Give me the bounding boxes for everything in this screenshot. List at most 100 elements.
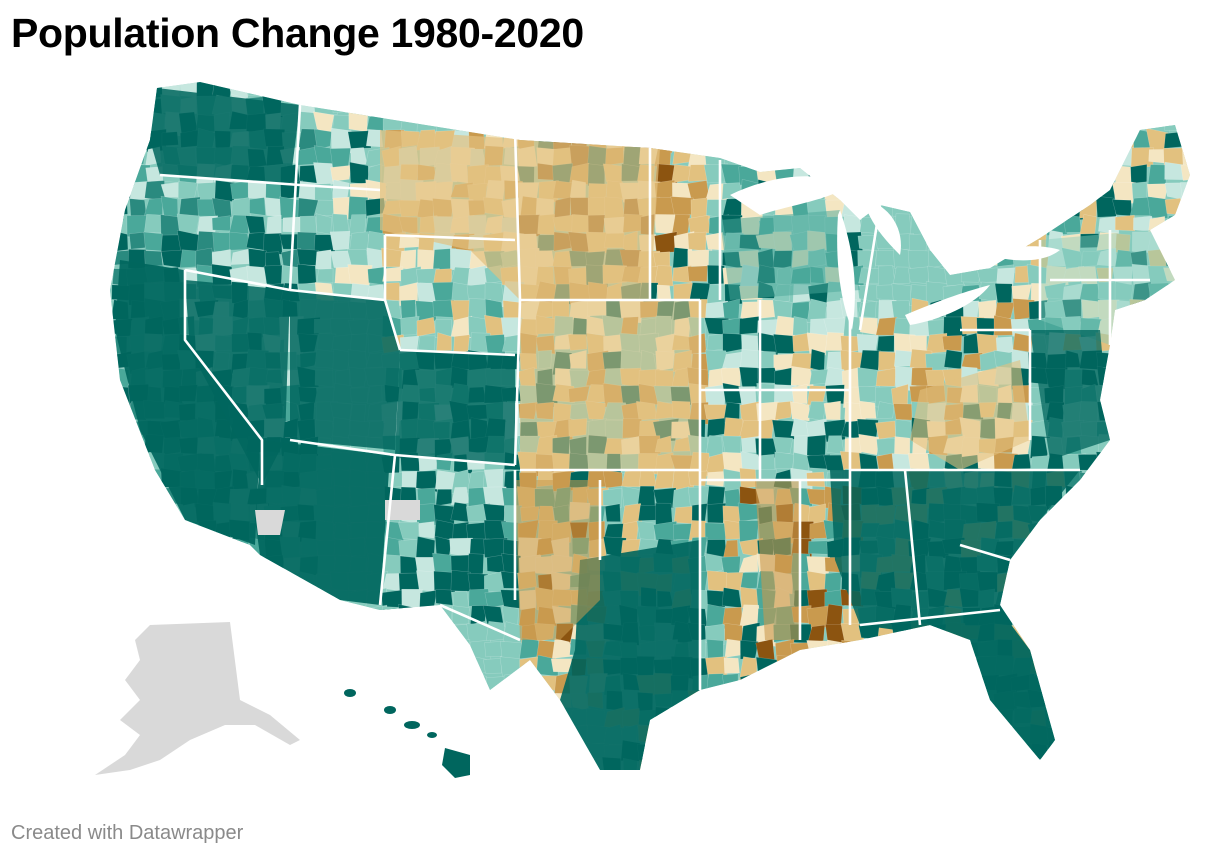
county-cell (722, 606, 743, 626)
county-cell (791, 383, 808, 405)
county-cell (774, 451, 795, 469)
county-cell (296, 248, 320, 266)
county-cell (297, 263, 317, 285)
region-southeast (830, 470, 1080, 625)
county-cell (907, 452, 931, 471)
county-cell (894, 436, 911, 456)
county-cell (110, 247, 115, 268)
state-border (378, 454, 397, 606)
county-cell (176, 213, 200, 235)
county-cell (772, 436, 793, 455)
county-cell (1114, 214, 1135, 232)
county-cell (434, 470, 456, 490)
county-cell (994, 283, 1013, 306)
county-cell (876, 335, 895, 352)
county-cell (1147, 196, 1169, 219)
county-cell (792, 316, 809, 336)
county-cell (807, 624, 825, 645)
county-cell (687, 231, 707, 252)
county-cell (415, 470, 438, 493)
region-appalachia (910, 360, 1030, 470)
state-border (399, 348, 516, 357)
county-cell (672, 265, 692, 284)
county-cell (602, 487, 622, 508)
county-cell (383, 282, 403, 302)
county-cell (329, 230, 351, 251)
region-utah (290, 290, 400, 450)
county-cell (654, 265, 674, 288)
county-cell (724, 638, 743, 658)
county-cell (249, 197, 266, 216)
county-cell (705, 623, 726, 645)
county-cell (483, 503, 505, 524)
county-cell (1180, 164, 1190, 181)
state-border (383, 235, 402, 351)
county-cell (453, 334, 470, 353)
county-cell (807, 401, 827, 422)
county-cell (706, 417, 726, 438)
page-title: Population Change 1980-2020 (11, 10, 584, 56)
county-cell (805, 418, 827, 441)
county-cell (687, 265, 708, 282)
county-cell (550, 658, 572, 673)
county-cell (483, 658, 503, 674)
region-west-texas (515, 480, 600, 640)
county-cell (875, 420, 896, 440)
county-cell (415, 536, 436, 558)
county-cell (707, 503, 727, 524)
county-cell (653, 520, 677, 541)
county-cell (330, 164, 352, 182)
region-washington (150, 88, 300, 185)
county-cell (824, 589, 846, 610)
region-mississippi-delta (755, 480, 800, 640)
county-cell (400, 316, 420, 336)
county-cell (722, 333, 743, 353)
region-colorado (395, 350, 515, 465)
county-cell (653, 487, 677, 509)
county-cell (823, 400, 841, 420)
state-border (439, 603, 521, 642)
state-border (159, 173, 301, 187)
county-cell (211, 197, 232, 219)
county-cell (602, 469, 623, 489)
county-cell (450, 248, 473, 271)
county-cell (467, 553, 484, 577)
county-cell (673, 506, 695, 525)
county-cell (228, 214, 249, 235)
county-cell (638, 504, 659, 521)
county-cell (704, 552, 726, 574)
county-cell (723, 657, 740, 674)
county-cell (452, 590, 470, 611)
county-cell (110, 283, 113, 302)
county-cell (672, 486, 691, 509)
county-cell (263, 265, 283, 286)
county-cell (942, 335, 963, 352)
county-cell (876, 284, 895, 301)
credit-text: Created with Datawrapper (11, 822, 244, 844)
county-cell (755, 638, 775, 660)
region-northeast (1040, 230, 1175, 345)
state-border (289, 288, 386, 302)
county-cell (976, 267, 998, 283)
county-cell (1147, 164, 1167, 186)
county-cell (313, 128, 332, 150)
county-cell (143, 231, 163, 252)
county-cell (858, 400, 877, 419)
county-cell (416, 316, 436, 337)
county-cell (246, 232, 266, 251)
county-cell (908, 266, 931, 284)
county-cell (450, 502, 470, 523)
county-cell (857, 301, 877, 318)
region-northern-plains (380, 130, 660, 300)
county-cell (604, 503, 621, 522)
county-cell (266, 214, 282, 236)
county-cell (177, 180, 198, 200)
county-cell (231, 197, 251, 218)
state-border (384, 233, 516, 242)
county-cell (773, 333, 795, 354)
state-border (183, 270, 264, 485)
region-california (115, 260, 260, 545)
state-border (859, 608, 1001, 627)
state-border (959, 543, 1011, 562)
county-cell (161, 249, 183, 268)
